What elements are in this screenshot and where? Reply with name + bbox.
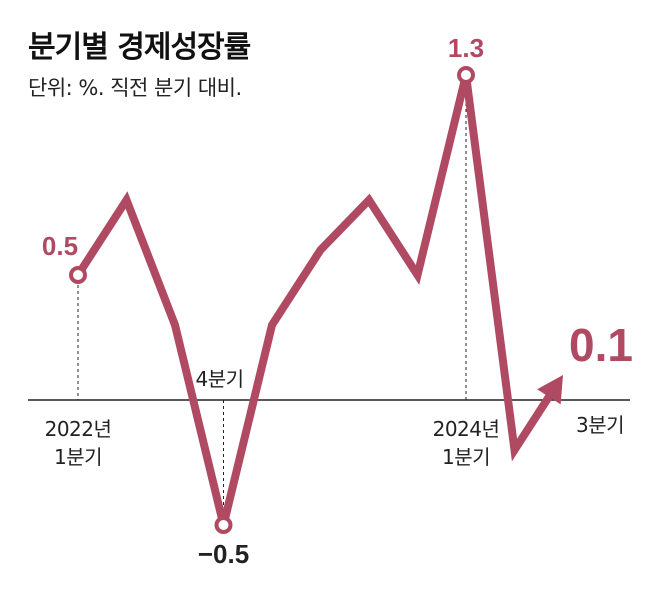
- x-tick-label: 1분기: [442, 445, 490, 469]
- x-tick-label: 2024년: [433, 417, 500, 441]
- chart-subtitle: 단위: %. 직전 분기 대비.: [28, 76, 242, 100]
- data-point-marker: [69, 266, 87, 284]
- x-tick-label: 2022년: [45, 417, 112, 441]
- data-point-marker: [457, 66, 475, 84]
- data-point-marker: [214, 516, 233, 534]
- data-label: 0.5: [42, 231, 78, 261]
- x-tick-label: 1분기: [54, 445, 102, 469]
- x-tick-label: 3분기: [576, 413, 624, 437]
- series-arrow-head: [537, 375, 563, 405]
- data-label: −0.5: [198, 539, 249, 569]
- chart-title: 분기별 경제성장률: [28, 30, 251, 65]
- series-line: [74, 74, 555, 526]
- data-label: 0.1: [569, 319, 633, 371]
- data-label: 1.3: [448, 33, 484, 63]
- x-tick-label: 4분기: [195, 367, 243, 391]
